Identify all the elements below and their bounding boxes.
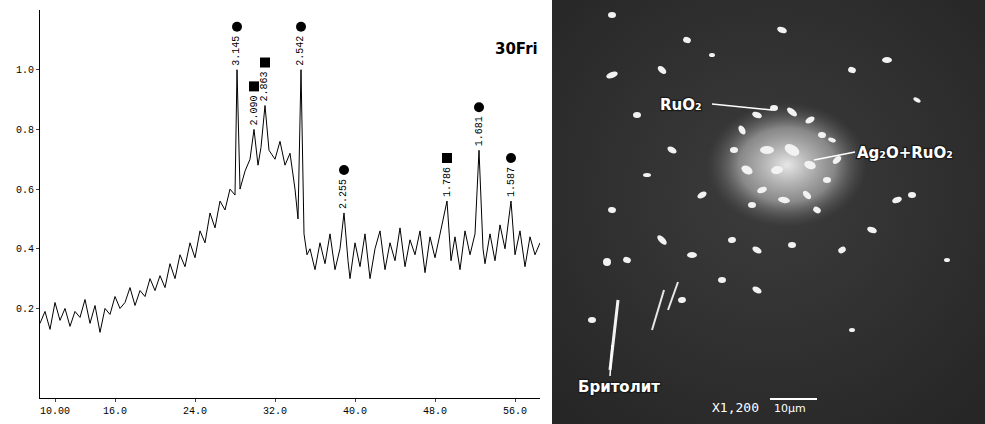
svg-text:16.0: 16.0	[103, 406, 127, 417]
svg-text:32.0: 32.0	[263, 406, 287, 417]
svg-text:Ag₂O+RuO₂: Ag₂O+RuO₂	[857, 144, 953, 162]
svg-text:2.255: 2.255	[338, 179, 349, 209]
svg-text:2.542: 2.542	[295, 36, 306, 66]
svg-text:X1,200: X1,200	[712, 400, 759, 415]
svg-text:3.145: 3.145	[231, 36, 242, 66]
svg-text:0.4: 0.4	[16, 244, 34, 255]
svg-text:0.8: 0.8	[16, 125, 34, 136]
svg-text:1.587: 1.587	[506, 167, 517, 197]
svg-text:1.786: 1.786	[442, 167, 453, 197]
svg-text:48.0: 48.0	[423, 406, 447, 417]
svg-text:RuO₂: RuO₂	[660, 96, 702, 114]
svg-text:10μm: 10μm	[774, 402, 806, 415]
svg-text:2.090: 2.090	[249, 95, 260, 125]
svg-text:24.0: 24.0	[183, 406, 207, 417]
svg-text:1.681: 1.681	[474, 116, 485, 146]
svg-text:56.0: 56.0	[503, 406, 527, 417]
svg-text:Бритолит: Бритолит	[578, 378, 660, 396]
svg-text:10.00: 10.00	[40, 406, 70, 417]
svg-text:40.0: 40.0	[343, 406, 367, 417]
svg-text:1.0: 1.0	[16, 65, 34, 76]
svg-text:2.863: 2.863	[259, 71, 270, 101]
svg-text:0.2: 0.2	[16, 304, 34, 315]
svg-text:0.6: 0.6	[16, 185, 34, 196]
svg-text:30Fri: 30Fri	[495, 40, 538, 58]
